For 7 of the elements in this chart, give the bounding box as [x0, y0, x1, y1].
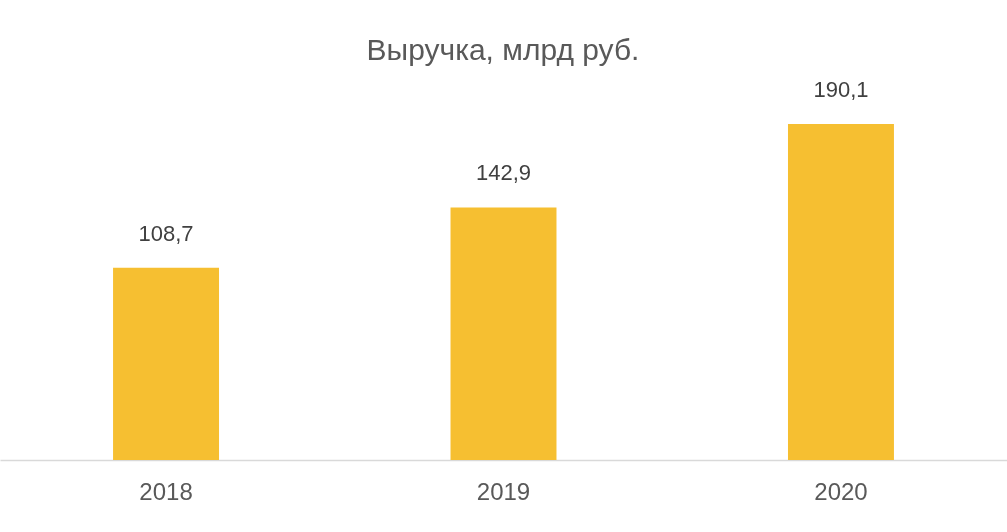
x-tick-label: 2019 [476, 477, 531, 505]
data-label: 190,1 [813, 77, 869, 102]
x-tick-label: 2020 [814, 477, 868, 505]
data-label: 142,9 [475, 160, 532, 186]
x-tick-label: 2018 [139, 477, 193, 505]
data-label: 108,7 [138, 220, 194, 246]
chart-title: Выручка, млрд руб. [366, 33, 640, 66]
